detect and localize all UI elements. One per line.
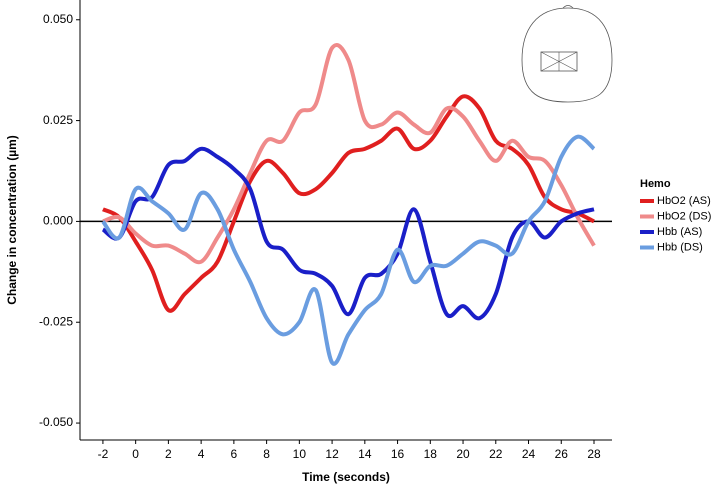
data-line xyxy=(102,43,596,265)
y-axis-label: Change in concentration (µm) xyxy=(5,135,19,305)
x-tick-label: 6 xyxy=(231,447,238,461)
x-tick-label: 2 xyxy=(165,447,172,461)
head-icon xyxy=(521,5,613,103)
legend-label: HbO2 (DS) xyxy=(657,210,711,222)
x-tick-label: 4 xyxy=(198,447,205,461)
x-tick-label: 0 xyxy=(132,447,139,461)
data-line xyxy=(101,134,596,366)
legend-label: HbO2 (AS) xyxy=(657,195,711,207)
data-line xyxy=(102,94,595,313)
x-tick-label: 24 xyxy=(522,447,536,461)
y-tick-label: 0.000 xyxy=(43,214,73,228)
x-tick-label: 14 xyxy=(358,447,372,461)
legend-label: Hbb (AS) xyxy=(657,226,702,238)
legend-label: Hbb (DS) xyxy=(657,241,703,253)
y-tick-label: 0.025 xyxy=(43,113,73,127)
x-tick-label: 22 xyxy=(489,447,503,461)
x-axis-label: Time (seconds) xyxy=(302,470,390,484)
x-tick-label: 18 xyxy=(424,447,438,461)
x-tick-label: 8 xyxy=(263,447,270,461)
data-line xyxy=(101,146,595,321)
x-tick-label: 28 xyxy=(587,447,601,461)
legend-title: Hemo xyxy=(640,178,671,190)
x-tick-label: 10 xyxy=(293,447,307,461)
x-tick-label: -2 xyxy=(98,447,109,461)
x-tick-label: 16 xyxy=(391,447,405,461)
y-tick-label: -0.025 xyxy=(39,314,73,328)
x-tick-label: 26 xyxy=(555,447,569,461)
y-tick-label: -0.050 xyxy=(39,415,73,429)
x-tick-label: 20 xyxy=(456,447,470,461)
y-tick-label: 0.050 xyxy=(43,12,73,26)
x-tick-label: 12 xyxy=(325,447,339,461)
